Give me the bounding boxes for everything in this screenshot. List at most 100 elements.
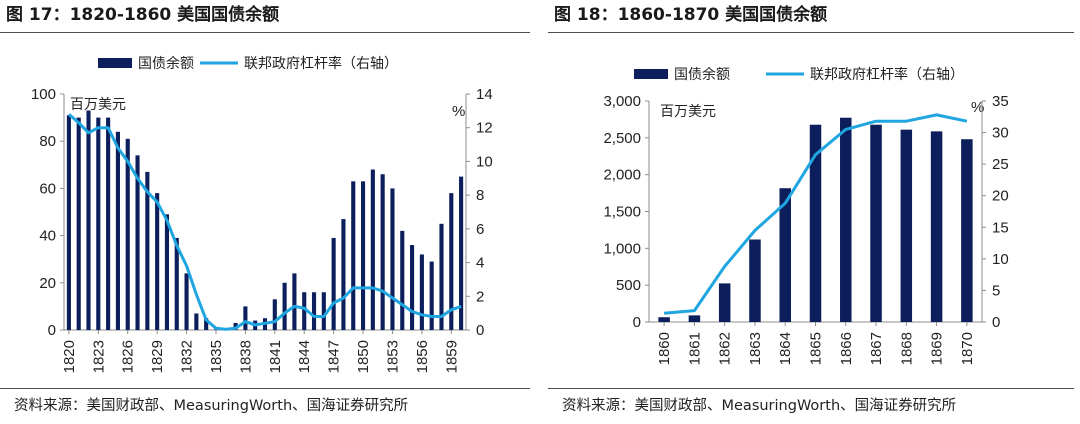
x-tick-label: 1841 [267,340,284,373]
bar-1866 [840,117,852,322]
x-tick-label: 1868 [898,332,915,365]
source-note: 资料来源：美国财政部、MeasuringWorth、国海证券研究所 [14,398,409,414]
right-axis-unit: % [452,103,465,120]
right-tick-label: 6 [476,221,484,238]
chart-panel-1820-1860: 图 17：1820-1860 美国国债余额 国债余额 联邦政府杠杆率（右轴） 百万美… [0,0,536,424]
bar-1822 [86,110,91,331]
bar-1858 [439,223,444,330]
right-axis-unit: % [971,99,984,116]
left-tick-label: 0 [633,314,641,331]
bottom-rule [0,388,530,389]
bar-1855 [410,245,415,330]
bar-1861 [688,315,701,322]
bar-1860 [459,176,464,330]
bar-1827 [135,155,140,330]
x-tick-label: 1832 [179,340,196,373]
bar-1821 [76,117,81,330]
left-tick-label: 1,500 [603,204,641,221]
left-tick-label: 60 [39,180,56,197]
leverage-line [67,113,462,331]
right-tick-label: 8 [476,187,484,204]
right-tick-label: 0 [476,322,484,339]
bar-1820 [66,115,71,331]
right-tick-label: 14 [476,86,493,103]
bar-1823 [96,117,101,330]
bar-1848 [341,219,346,330]
bar-1857 [429,261,434,330]
bar-1838 [243,306,248,330]
left-tick-label: 0 [48,322,56,339]
legend-swatch-debt [98,58,132,68]
x-tick-label: 1838 [237,340,254,373]
bar-1837 [233,322,238,330]
bar-1854 [400,230,405,330]
left-tick-label: 500 [616,277,641,294]
bar-1831 [174,237,179,330]
bar-1863 [749,239,761,322]
bar-1853 [390,188,395,330]
bar-1834 [204,318,209,330]
right-tick-label: 4 [476,255,484,272]
chart-1820-1860: 国债余额 联邦政府杠杆率（右轴） 百万美元 % 0 20 40 60 80 100 0 2 4 6 8 10 1… [31,55,493,373]
x-tick-label: 1861 [686,332,703,365]
left-tick-label: 20 [39,275,56,292]
legend-swatch-debt [634,69,668,79]
bar-1832 [184,273,189,330]
right-tick-label: 10 [476,153,493,170]
right-tick-label: 30 [992,125,1009,142]
bar-1841 [272,299,277,330]
x-tick-label: 1870 [959,332,976,365]
x-tick-label: 1863 [747,332,764,365]
x-tick-label: 1844 [296,340,313,373]
bar-1845 [311,292,317,330]
legend-label-debt: 国债余额 [138,55,194,71]
right-tick-label: 15 [992,219,1009,236]
x-tick-label: 1862 [717,332,734,365]
bar-1869 [930,131,943,322]
x-tick-label: 1820 [61,340,78,373]
bar-1860 [658,317,670,322]
left-tick-label: 2,000 [603,167,641,184]
right-tick-label: 35 [992,93,1009,110]
bar-1851 [370,169,375,330]
left-tick-label: 80 [39,133,56,150]
x-tick-label: 1835 [208,340,225,373]
bar-1852 [380,174,385,330]
bar-1830 [164,214,170,330]
bar-1825 [115,131,120,330]
right-tick-label: 2 [476,288,484,305]
bar-1868 [900,129,913,322]
top-rule [548,32,1074,33]
right-tick-label: 10 [992,251,1009,268]
left-tick-label: 40 [39,228,56,245]
bar-1865 [809,124,822,322]
x-tick-label: 1860 [656,332,673,365]
bar-1844 [302,292,307,330]
x-tick-label: 1866 [838,332,855,365]
bar-1846 [321,292,326,330]
bar-1842 [282,282,287,330]
x-tick-label: 1847 [326,340,343,373]
x-tick-label: 1865 [808,332,825,365]
x-tick-label: 1850 [355,340,372,373]
left-axis-unit: 百万美元 [70,96,126,112]
chart-1860-1870: 国债余额 联邦政府杠杆率（右轴） 百万美元 % 0 500 1,000 1,500 2,000 2… [603,66,1009,365]
bottom-rule [548,388,1074,389]
bar-1828 [145,171,150,330]
right-tick-label: 0 [992,314,1000,331]
x-tick-label: 1867 [868,332,885,365]
bar-1864 [779,188,791,322]
left-tick-label: 1,000 [603,240,641,257]
bar-1870 [961,139,973,322]
figure-title: 图 18：1860-1870 美国国债余额 [554,5,828,25]
legend-label-debt: 国债余额 [674,66,730,82]
x-tick-label: 1859 [443,340,460,373]
bar-1826 [125,138,130,330]
bar-1856 [419,254,424,330]
x-tick-label: 1829 [149,340,166,373]
chart-panel-1860-1870: 图 18：1860-1870 美国国债余额 国债余额 联邦政府杠杆率（右轴） 百万美… [548,0,1080,424]
left-tick-label: 100 [31,86,56,103]
bar-1829 [155,193,160,330]
bar-1847 [331,237,336,330]
x-tick-label: 1869 [929,332,946,365]
